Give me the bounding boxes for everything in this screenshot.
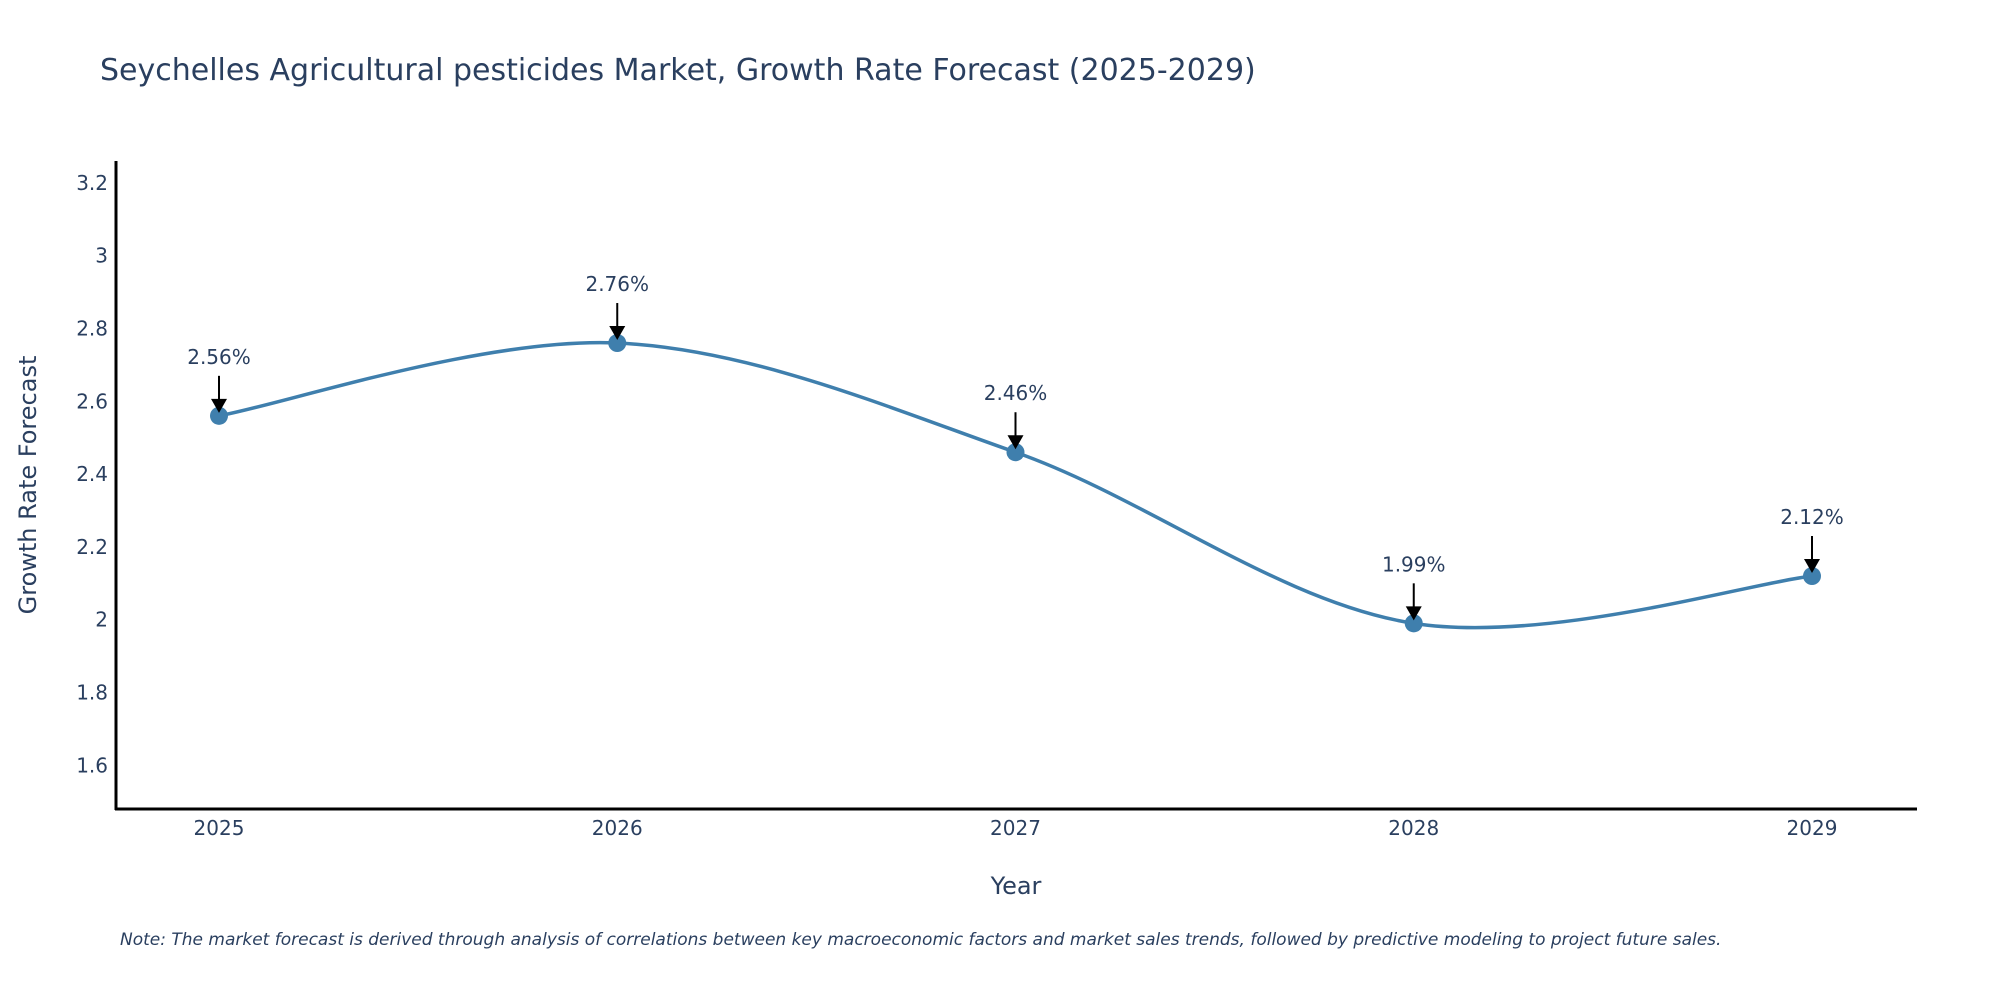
data-label-2028: 1.99% (1382, 552, 1446, 576)
annotation-layer: 2.56% 2.76% 2.46% 1.99% 2.12% (187, 272, 1844, 621)
y-tick-label: 2.8 (76, 316, 108, 340)
chart-title: Seychelles Agricultural pesticides Marke… (100, 53, 1256, 88)
x-tick-labels: 2025 2026 2027 2028 2029 (194, 816, 1838, 840)
data-label-2025: 2.56% (187, 345, 251, 369)
x-tick-label: 2027 (990, 816, 1041, 840)
x-axis-title: Year (990, 872, 1042, 900)
annotation-arrowhead (1804, 559, 1820, 574)
y-axis-title: Growth Rate Forecast (14, 356, 42, 615)
y-tick-label: 3 (95, 244, 108, 268)
y-tick-label: 1.6 (76, 753, 108, 777)
data-label-2027: 2.46% (984, 381, 1048, 405)
annotation-arrowhead (211, 398, 227, 413)
data-label-2026: 2.76% (585, 272, 649, 296)
data-point-2025[interactable] (210, 406, 228, 425)
data-point-2029[interactable] (1803, 567, 1821, 586)
x-tick-label: 2028 (1388, 816, 1439, 840)
forecast-note: Note: The market forecast is derived thr… (120, 930, 1721, 950)
y-tick-label: 3.2 (76, 171, 108, 195)
x-tick-label: 2029 (1787, 816, 1838, 840)
data-label-2029: 2.12% (1780, 505, 1844, 529)
y-tick-label: 2.4 (76, 462, 108, 486)
annotation-arrowhead (1007, 435, 1024, 450)
data-point-2027[interactable] (1006, 443, 1025, 462)
y-tick-label: 2 (95, 608, 108, 632)
y-tick-label: 1.8 (76, 681, 108, 705)
axes (114, 161, 1917, 811)
annotation-arrowhead (609, 326, 626, 341)
x-tick-label: 2025 (194, 816, 245, 840)
y-tick-labels: 1.6 1.8 2 2.2 2.4 2.6 2.8 3 3.2 (76, 171, 108, 777)
x-tick-label: 2026 (592, 816, 643, 840)
y-tick-label: 2.2 (76, 535, 108, 559)
y-tick-label: 2.6 (76, 389, 108, 413)
series-layer (210, 334, 1821, 633)
data-point-2026[interactable] (608, 334, 627, 353)
annotation-arrowhead (1405, 606, 1422, 621)
data-point-2028[interactable] (1404, 614, 1423, 633)
